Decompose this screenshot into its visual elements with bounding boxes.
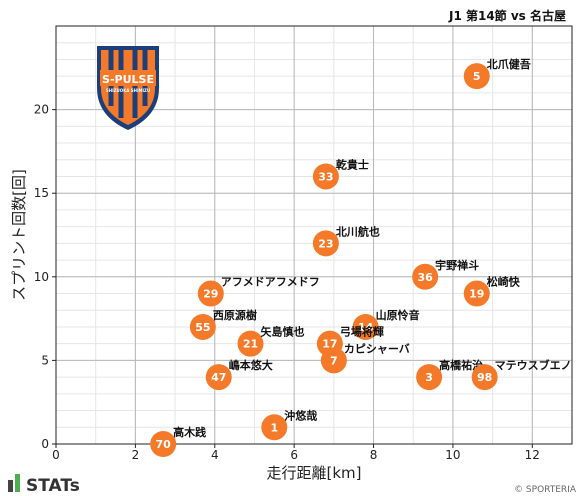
y-tick-label: 10 [34,270,49,284]
point-marker [320,347,347,374]
point-number: 7 [330,354,338,367]
point-label: 沖悠哉 [284,408,317,422]
point-marker [352,313,379,340]
point-number: 98 [477,371,492,384]
data-point: 5 北爪健吾 [463,57,531,90]
logo-subtext: SHIZUOKA SHIMIZU [106,88,150,93]
x-tick-label: 10 [445,448,460,462]
point-label: 嶋本悠大 [229,358,273,372]
point-label: 宇野禅斗 [435,258,479,272]
point-label: マテウスブエノ [495,358,572,372]
point-label: 高木践 [173,425,206,439]
y-axis-label: スプリント回数[回] [10,169,28,301]
point-marker [416,364,443,391]
club-logo: S-PULSE SHIZUOKA SHIMIZU [97,46,159,130]
point-number: 70 [156,438,172,451]
point-marker [150,431,177,457]
point-marker [412,263,439,290]
y-tick-label: 20 [34,103,49,117]
point-number: 47 [211,371,226,384]
point-label: 北川航也 [336,224,380,238]
point-label: 松崎快 [487,275,521,289]
point-label: カピシャーバ [344,342,410,355]
point-label: 弓場将輝 [340,325,384,339]
point-label: 北爪健吾 [487,57,531,71]
point-label: 高橋祐治 [439,358,483,372]
x-tick-label: 6 [290,448,298,462]
point-marker [463,63,490,90]
point-marker [189,313,216,340]
logo-text: S-PULSE [102,73,154,86]
point-marker [471,364,498,391]
point-number: 55 [195,321,210,334]
point-marker [463,280,490,307]
x-tick-label: 2 [132,448,140,462]
point-number: 5 [473,70,481,83]
point-label: アフメドアフメドフ [221,276,320,289]
x-tick-label: 0 [52,448,60,462]
point-label: 西原源樹 [213,308,257,322]
data-points: 5北爪健吾33乾貴士23北川航也36宇野禅斗19松崎快29アフメドアフメドフ55… [150,57,572,457]
brand-logo-icon [8,474,20,492]
point-number: 19 [469,288,484,301]
chart-title: J1 第14節 vs 名古屋 [448,8,566,23]
brand-name: STATs [26,476,80,496]
x-tick-label: 8 [370,448,378,462]
data-point: 7 カピシャーバ [320,342,410,374]
point-number: 33 [318,170,333,183]
plot-frame [55,25,573,445]
point-marker [205,364,232,391]
point-label: 乾貴士 [336,157,369,171]
x-tick-label: 4 [211,448,219,462]
point-marker [312,163,339,190]
point-marker [197,280,224,307]
point-marker [261,414,288,441]
x-tick-label: 12 [525,448,540,462]
point-label: 矢島慎也 [260,325,304,339]
point-number: 14 [358,321,374,334]
data-point: 3 高橋祐治 [416,358,483,391]
copyright: © SPORTERIA [514,485,577,495]
point-marker [312,230,339,257]
point-marker [237,330,264,357]
point-number: 1 [270,421,278,434]
point-number: 29 [203,288,218,301]
point-number: 3 [425,371,433,384]
x-axis-label: 走行距離[km] [266,464,361,482]
point-number: 23 [318,237,333,250]
point-label: 山原怜音 [376,308,420,322]
y-tick-label: 0 [41,437,49,451]
point-number: 21 [243,338,258,351]
tick-labels: 0 2 4 6 8 10 12 0 5 10 15 20 [34,103,540,462]
y-tick-label: 15 [34,186,49,200]
point-number: 36 [417,271,433,284]
data-point: 1 沖悠哉 [261,408,317,441]
y-tick-label: 5 [41,353,49,367]
